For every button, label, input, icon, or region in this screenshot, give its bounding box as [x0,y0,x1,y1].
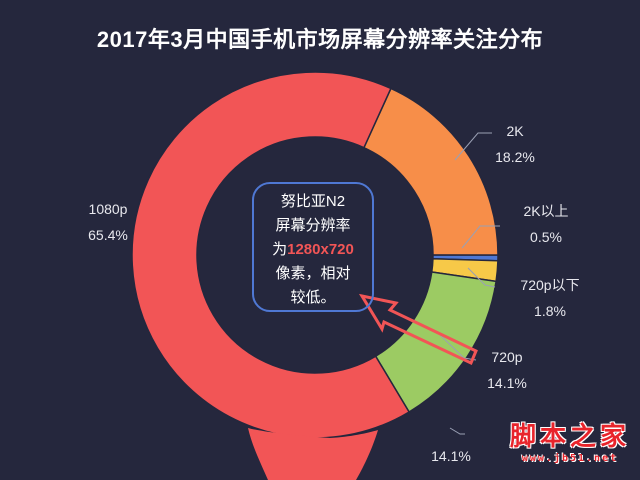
watermark-url: www.jb51.net [521,453,619,464]
label-1080p-value: 65.4% [88,227,128,243]
callout-line-5: 较低。 [290,289,336,306]
leader-line-2k-plus [461,225,500,249]
label-720p-name: 720p [491,349,523,365]
callout-line-2: 屏幕分辨率 [275,217,351,234]
callout-line-1: 努比亚N2 [280,193,346,210]
label-stray: 14.1% [424,443,478,469]
arrow-icon [358,293,478,366]
label-2k-value: 18.2% [495,149,535,165]
slice-2k [362,87,499,256]
leader-line-2k [454,132,492,161]
slice-1080p [131,71,411,439]
chart-title: 2017年3月中国手机市场屏幕分辨率关注分布 [96,27,544,52]
label-720p-below: 720p以下 1.8% [512,272,588,324]
leader-line-720p-below [467,267,496,288]
callout-line-4: 像素，相对 [275,265,351,282]
label-720p: 720p 14.1% [482,344,532,396]
label-720p-value: 14.1% [487,375,527,391]
donut-slices [131,71,499,480]
annotation-callout: 努比亚N2 屏幕分辨率 为1280x720 像素，相对 较低。 [252,182,374,312]
label-720p-below-value: 1.8% [534,303,566,319]
callout-highlight: 1280x720 [287,241,354,258]
slice-overflow-shape [248,428,378,480]
watermark: 脚本之家 www.jb51.net [508,422,632,466]
label-2k-plus: 2K以上 0.5% [514,198,578,250]
callout-line-3: 为1280x720 [272,241,354,258]
label-1080p-name: 1080p [88,201,128,217]
label-2k-plus-value: 0.5% [530,229,562,245]
leader-line-stray [449,427,465,435]
label-2k-name: 2K [506,123,524,139]
watermark-logo: 脚本之家 [509,422,630,452]
label-720p-below-name: 720p以下 [520,277,580,293]
label-2k: 2K 18.2% [490,118,540,170]
label-stray-value: 14.1% [431,448,471,464]
label-2k-plus-name: 2K以上 [523,203,569,219]
label-1080p: 1080p 65.4% [80,196,136,248]
